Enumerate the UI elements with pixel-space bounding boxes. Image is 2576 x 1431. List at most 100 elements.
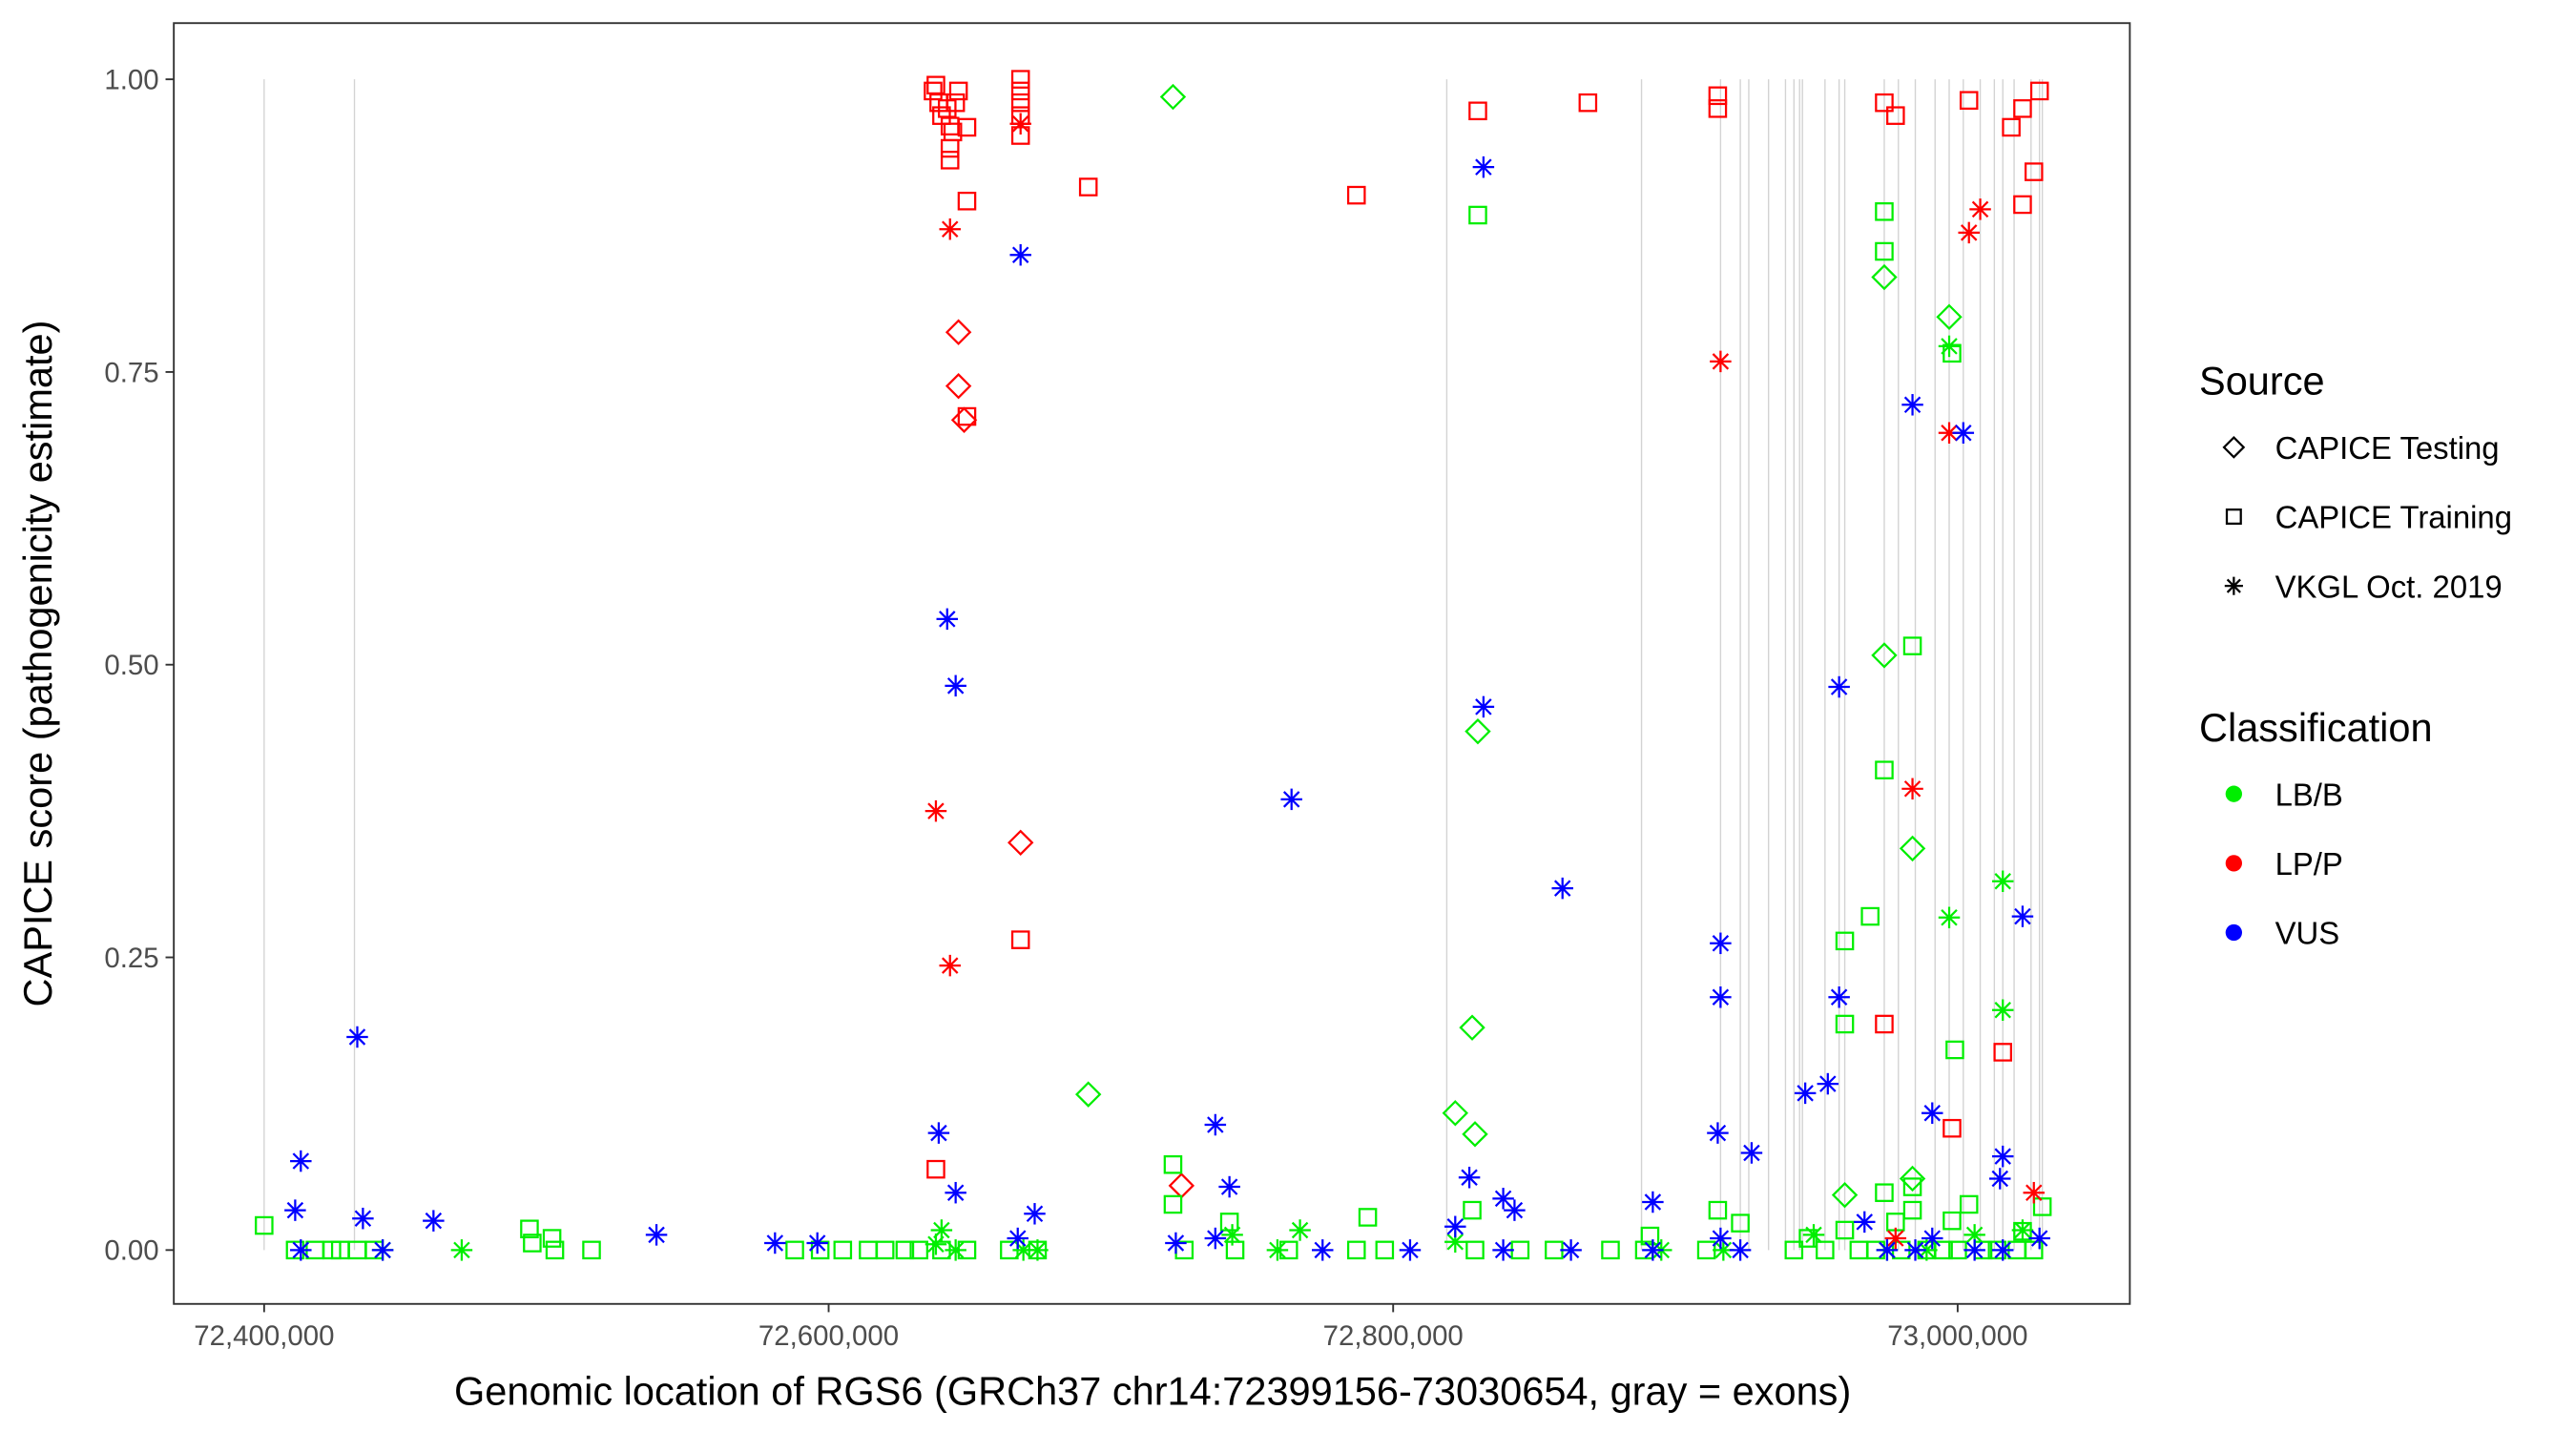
point-capice-training-lb-b (1860, 906, 1880, 926)
point-capice-training-lb-b (1468, 205, 1487, 225)
legend-source-items: CAPICE Testing CAPICE Training VKGL Oct. 2… (2222, 430, 2512, 604)
legend-classification-items: LB/B LP/P VUS (2225, 777, 2343, 951)
legend-source-label: CAPICE Testing (2275, 430, 2500, 466)
point-vkgl-oct-2019-vus (2028, 1227, 2050, 1250)
point-vkgl-oct-2019-vus (1642, 1239, 1664, 1261)
point-capice-testing-lb-b (1871, 642, 1898, 669)
point-vkgl-oct-2019-vus (1794, 1082, 1817, 1105)
legend-classification-label: LB/B (2275, 777, 2343, 812)
point-vkgl-oct-2019-vus (1504, 1199, 1526, 1221)
point-vkgl-oct-2019-vus (1399, 1239, 1422, 1261)
point-capice-testing-lb-b (1899, 835, 1926, 862)
legend-classification-item: LP/P (2225, 846, 2343, 881)
point-vkgl-oct-2019-vus (1710, 1227, 1732, 1250)
point-capice-training-lp-p (1959, 91, 1979, 110)
point-vkgl-oct-2019-vus (1989, 1168, 2011, 1190)
point-capice-training-lb-b (255, 1215, 274, 1235)
point-vkgl-oct-2019-vus (1312, 1239, 1334, 1261)
dot-icon (2225, 923, 2242, 942)
point-capice-training-lp-p (2013, 99, 2032, 118)
point-vkgl-oct-2019-lb-b (450, 1239, 473, 1261)
diamond-icon (2222, 435, 2246, 459)
plot-panel-border (173, 22, 2131, 1305)
point-capice-testing-lp-p (945, 372, 972, 400)
point-capice-training-lb-b (542, 1229, 562, 1248)
point-vkgl-oct-2019-vus (284, 1199, 306, 1221)
point-capice-training-lb-b (1902, 1177, 1922, 1196)
point-capice-training-lp-p (1708, 99, 1728, 118)
point-capice-training-lb-b (1731, 1213, 1750, 1233)
point-capice-testing-lb-b (1159, 83, 1187, 111)
legend-classification-label: VUS (2275, 916, 2340, 951)
point-vkgl-oct-2019-vus (945, 674, 966, 697)
point-vkgl-oct-2019-vus (346, 1026, 368, 1048)
point-vkgl-oct-2019-vus (1551, 877, 1573, 900)
x-tick-label: 73,000,000 (1887, 1320, 2027, 1352)
point-vkgl-oct-2019-vus (927, 1122, 950, 1144)
point-capice-training-lb-b (545, 1240, 565, 1260)
point-capice-training-lp-p (1578, 93, 1598, 113)
point-capice-training-lp-p (1010, 70, 1030, 89)
point-capice-training-lb-b (1902, 636, 1922, 655)
y-tick-label: 1.00 (104, 65, 158, 96)
point-capice-training-lb-b (1875, 202, 1894, 221)
point-vkgl-oct-2019-lb-b (1289, 1219, 1311, 1241)
y-tick-label: 0.25 (104, 943, 158, 974)
point-vkgl-oct-2019-lp-p (1884, 1227, 1907, 1250)
x-tick-label: 72,800,000 (1323, 1320, 1464, 1352)
point-capice-training-lb-b (1708, 1200, 1728, 1220)
point-capice-training-lb-b (1465, 1240, 1485, 1260)
y-axis: 0.00 0.25 0.50 0.75 1.00 (104, 65, 175, 1267)
y-tick-label: 0.75 (104, 357, 158, 388)
point-capice-training-lb-b (1835, 1220, 1855, 1240)
point-capice-testing-lb-b (1075, 1081, 1102, 1108)
point-vkgl-oct-2019-vus (1922, 1102, 1943, 1124)
dot-icon (2225, 785, 2242, 802)
legend-source-title: Source (2199, 358, 2325, 403)
point-capice-testing-lp-p (1007, 829, 1034, 856)
point-vkgl-oct-2019-vus (1854, 1211, 1876, 1234)
legend-source-item: CAPICE Testing (2222, 430, 2500, 466)
point-capice-training-lb-b (1875, 241, 1894, 261)
plot-panel-background (174, 23, 2130, 1304)
point-capice-training-lp-p (1708, 86, 1728, 106)
point-capice-testing-lp-p (950, 406, 978, 433)
point-capice-training-lb-b (1875, 760, 1894, 779)
point-capice-training-lb-b (1875, 1183, 1894, 1202)
legend-source-label: CAPICE Training (2275, 500, 2512, 535)
point-vkgl-oct-2019-vus (764, 1232, 786, 1255)
point-capice-testing-lb-b (1465, 717, 1491, 745)
point-vkgl-oct-2019-vus (1991, 1145, 2014, 1168)
point-vkgl-oct-2019-lb-b (1938, 906, 1961, 929)
point-capice-training-lp-p (924, 81, 943, 101)
point-vkgl-oct-2019-lp-p (1969, 198, 1991, 220)
point-capice-testing-lb-b (1871, 263, 1898, 291)
point-vkgl-oct-2019-vus (1204, 1227, 1227, 1250)
point-vkgl-oct-2019-vus (1472, 156, 1495, 178)
point-capice-training-lp-p (948, 81, 968, 101)
point-capice-training-lb-b (1816, 1240, 1835, 1260)
point-vkgl-oct-2019-vus (1444, 1215, 1466, 1238)
point-capice-training-lp-p (1942, 1118, 1962, 1138)
point-vkgl-oct-2019-vus (1024, 1203, 1046, 1225)
point-vkgl-oct-2019-lp-p (939, 954, 961, 977)
y-axis-title: CAPICE score (pathogenicity estimate) (15, 321, 60, 1007)
point-capice-training-lb-b (1784, 1240, 1804, 1260)
point-vkgl-oct-2019-vus (1991, 1239, 2014, 1261)
legend-classification-item: LB/B (2225, 777, 2343, 812)
point-capice-testing-lp-p (945, 319, 972, 345)
point-vkgl-oct-2019-vus (1828, 986, 1850, 1008)
point-vkgl-oct-2019-lb-b (945, 1239, 966, 1261)
dot-icon (2225, 855, 2242, 872)
point-vkgl-oct-2019-vus (1007, 1227, 1028, 1250)
point-capice-training-lb-b (1346, 1240, 1366, 1260)
point-capice-training-lb-b (2024, 1240, 2044, 1260)
point-capice-training-lb-b (1902, 1200, 1922, 1220)
point-vkgl-oct-2019-lp-p (1009, 113, 1031, 135)
point-vkgl-oct-2019-vus (1817, 1072, 1839, 1095)
point-vkgl-oct-2019-vus (1710, 932, 1732, 955)
point-capice-training-lb-b (520, 1219, 539, 1239)
point-vkgl-oct-2019-vus (423, 1210, 445, 1232)
x-tick-label: 72,400,000 (194, 1320, 334, 1352)
point-vkgl-oct-2019-vus (1963, 1239, 1985, 1261)
